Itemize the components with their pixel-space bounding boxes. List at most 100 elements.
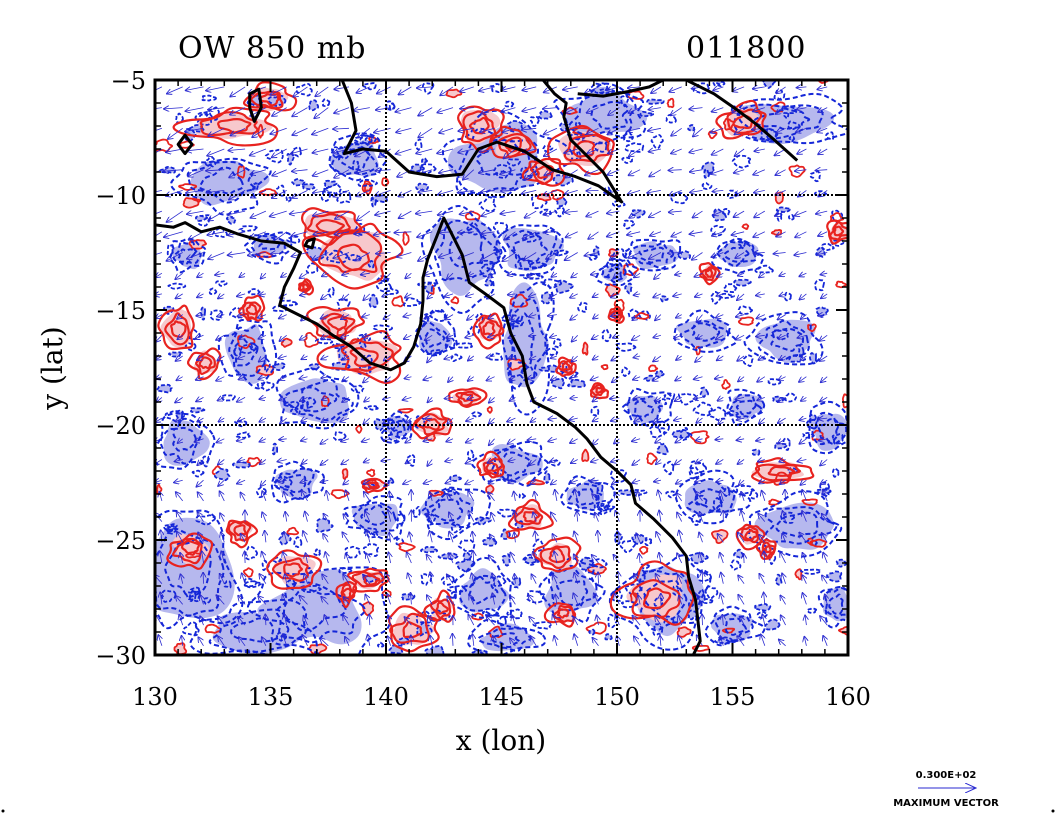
wind-vector xyxy=(565,190,578,194)
wind-vector xyxy=(355,170,370,174)
positive-ow-region-contour xyxy=(336,243,370,272)
positive-ow-region-contour xyxy=(266,549,323,590)
wind-vector xyxy=(388,510,391,522)
wind-vector xyxy=(365,512,371,522)
wind-vector xyxy=(362,439,370,442)
negative-speckle xyxy=(593,141,608,153)
wind-vector xyxy=(354,108,370,111)
wind-vector xyxy=(195,335,204,339)
negative-speckle xyxy=(788,136,796,143)
negative-speckle xyxy=(504,100,515,108)
wind-vector xyxy=(548,397,558,400)
wind-vector xyxy=(530,480,537,484)
wind-vector xyxy=(819,418,828,419)
negative-speckle xyxy=(484,278,494,287)
wind-vector xyxy=(459,252,474,259)
wind-vector xyxy=(802,490,806,502)
wind-vector xyxy=(487,377,495,381)
wind-vector xyxy=(720,491,723,502)
wind-vector xyxy=(695,294,703,297)
wind-vector xyxy=(775,210,786,216)
wind-vector xyxy=(206,170,225,171)
negative-speckle xyxy=(261,559,270,571)
wind-vector xyxy=(821,294,828,298)
wind-vector xyxy=(737,293,745,300)
y-tick-label: −10 xyxy=(95,182,146,210)
negative-speckle xyxy=(761,80,777,89)
negative-speckle xyxy=(814,279,825,292)
wind-vector xyxy=(588,231,599,239)
negative-ow-region-contour xyxy=(704,605,766,647)
wind-vector xyxy=(575,490,578,502)
wind-vector xyxy=(777,86,786,93)
wind-vector xyxy=(821,273,828,274)
wind-vector xyxy=(377,86,391,94)
wind-vector xyxy=(403,397,412,400)
wind-vector xyxy=(424,480,433,483)
wind-vector xyxy=(229,149,246,151)
wind-vector xyxy=(758,460,765,462)
wind-vector xyxy=(574,532,578,543)
wind-vector xyxy=(753,108,765,112)
wind-vector xyxy=(258,315,267,318)
wind-vector xyxy=(753,231,765,237)
wind-vector xyxy=(818,148,828,154)
negative-ow-region-contour xyxy=(283,378,354,422)
wind-vector xyxy=(503,127,516,132)
negative-speckle xyxy=(235,431,251,439)
wind-vector xyxy=(570,377,578,379)
wind-vector xyxy=(155,252,163,256)
wind-vector xyxy=(522,108,537,112)
negative-speckle xyxy=(290,406,301,416)
wind-vector xyxy=(465,480,474,484)
negative-speckle xyxy=(652,623,664,637)
wind-vector xyxy=(758,514,766,522)
negative-speckle xyxy=(653,370,665,378)
wind-vector xyxy=(552,273,557,277)
negative-ow-region-contour xyxy=(508,312,535,369)
wind-vector xyxy=(425,418,433,419)
negative-ow-region-contour xyxy=(505,229,558,270)
wind-vector xyxy=(716,460,724,464)
negative-speckle xyxy=(541,278,563,289)
wind-vector xyxy=(501,107,516,112)
wind-vector xyxy=(500,169,516,175)
positive-ow-region-contour xyxy=(199,111,259,136)
wind-vector xyxy=(674,418,682,420)
negative-speckle xyxy=(623,219,635,230)
negative-ow-region-contour xyxy=(590,100,630,130)
wind-vector xyxy=(756,294,765,296)
wind-vector xyxy=(260,294,266,295)
wind-vector xyxy=(543,190,558,195)
wind-vector xyxy=(155,86,163,91)
wind-vector xyxy=(689,149,703,152)
negative-speckle xyxy=(677,250,692,260)
wind-vector xyxy=(529,335,537,336)
negative-speckle xyxy=(474,313,485,322)
x-tick-label: 135 xyxy=(248,683,294,711)
wind-vector xyxy=(468,356,475,361)
negative-ow-region-contour xyxy=(495,224,564,277)
wind-vector xyxy=(551,513,558,522)
wind-vector xyxy=(469,511,475,522)
wind-vector xyxy=(406,460,412,464)
positive-speckle xyxy=(402,231,410,246)
wind-vector xyxy=(379,148,391,157)
negative-speckle xyxy=(372,324,393,334)
wind-vector xyxy=(472,532,474,543)
wind-vector xyxy=(648,128,661,131)
negative-speckle xyxy=(710,224,726,237)
wind-vector xyxy=(591,377,599,380)
wind-vector xyxy=(587,148,599,153)
wind-vector xyxy=(175,397,183,402)
wind-vector xyxy=(262,512,266,522)
wind-vector xyxy=(279,315,287,319)
wind-vector xyxy=(220,513,224,522)
wind-vector xyxy=(629,210,641,218)
negative-speckle xyxy=(783,392,797,403)
wind-vector xyxy=(653,355,662,361)
wind-vector xyxy=(488,315,495,319)
wind-vector xyxy=(820,459,828,466)
wind-vector xyxy=(458,232,474,233)
wind-vector xyxy=(237,294,246,296)
